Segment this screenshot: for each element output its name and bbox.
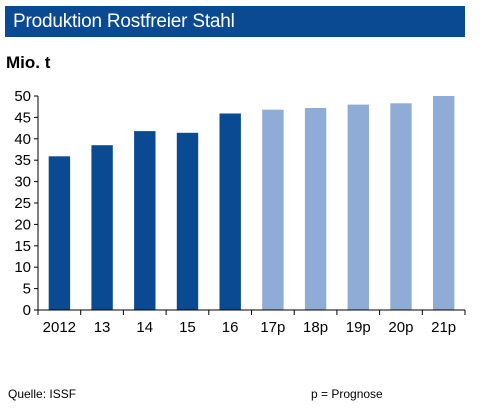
bar-15 [176,132,199,310]
y-tick-label-45: 45 [14,109,31,126]
y-tick-label-0: 0 [23,302,31,319]
chart-title: Produktion Rostfreier Stahl [13,11,235,32]
bar-14 [134,131,156,310]
bar-20p [390,103,412,310]
x-tick-label-15: 15 [179,319,196,336]
bar-21p [433,96,455,310]
x-tick-label-14: 14 [136,319,153,336]
y-tick-label-40: 40 [14,131,31,148]
y-tick-label-30: 30 [14,174,31,191]
x-tick-label-17p: 17p [260,319,285,336]
x-tick-label-20p: 20p [388,319,413,336]
y-tick-label-35: 35 [14,152,31,169]
bar-2012 [48,156,71,310]
title-bar: Produktion Rostfreier Stahl [5,6,465,37]
bar-18p [304,108,327,310]
bar-17p [262,109,284,310]
forecast-legend-note: p = Prognose [311,387,383,401]
bar-13 [91,145,113,310]
x-tick-label-16: 16 [222,319,239,336]
x-tick-label-21p: 21p [431,319,456,336]
x-tick-label-13: 13 [94,319,111,336]
y-tick-label-5: 5 [23,281,31,298]
y-tick-label-25: 25 [14,195,31,212]
y-tick-label-20: 20 [14,216,31,233]
x-tick-label-18p: 18p [303,319,328,336]
bar-16 [219,113,241,310]
bar-19p [347,104,369,310]
x-tick-label-19p: 19p [346,319,371,336]
x-tick-label-2012: 2012 [43,319,76,336]
y-tick-label-10: 10 [14,259,31,276]
y-tick-label-15: 15 [14,238,31,255]
y-tick-label-50: 50 [14,88,31,105]
y-axis-unit-label: Mio. t [6,53,51,72]
source-note: Quelle: ISSF [8,387,77,401]
